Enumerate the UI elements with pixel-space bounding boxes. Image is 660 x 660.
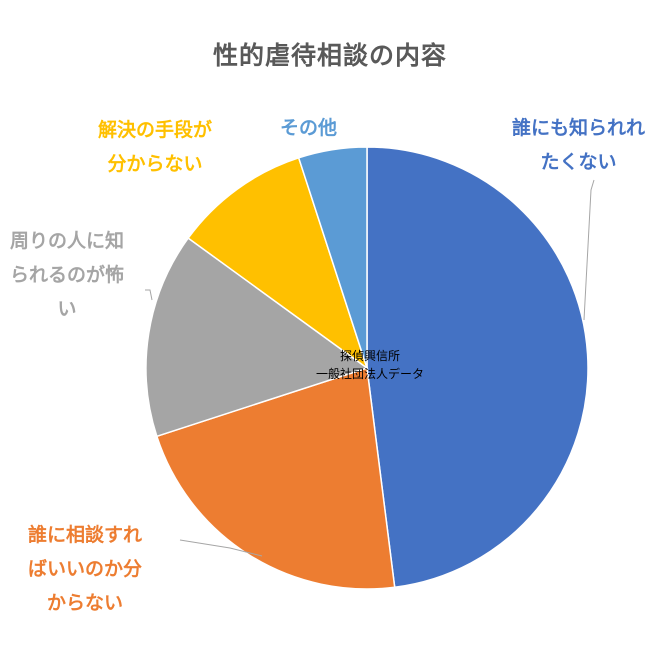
slice-label-not-known: 誰にも知られれ たくない xyxy=(512,117,646,173)
slice-not-known xyxy=(366,146,589,589)
slice-who-to-ask xyxy=(155,367,396,590)
chart-title: 性的虐待相談の内容 xyxy=(212,41,447,70)
slice-label-who-to-ask: 誰に相談すれ ばいいのか分 からない xyxy=(28,524,143,614)
slice-label-other: その他 xyxy=(280,117,338,139)
slice-label-no-solution: 解決の手段が 分からない xyxy=(98,119,213,175)
leader-line-not-known xyxy=(583,179,595,321)
leader-line-afraid xyxy=(145,289,153,301)
slice-label-afraid: 周りの人に知 られるのが怖 い xyxy=(10,230,125,320)
data-source-note: 探偵興信所 一般社団法人データ xyxy=(315,349,424,381)
slice-afraid xyxy=(145,237,369,438)
slice-other xyxy=(297,146,368,369)
leader-line-who-to-ask xyxy=(179,539,263,557)
slice-no-solution xyxy=(187,156,369,370)
